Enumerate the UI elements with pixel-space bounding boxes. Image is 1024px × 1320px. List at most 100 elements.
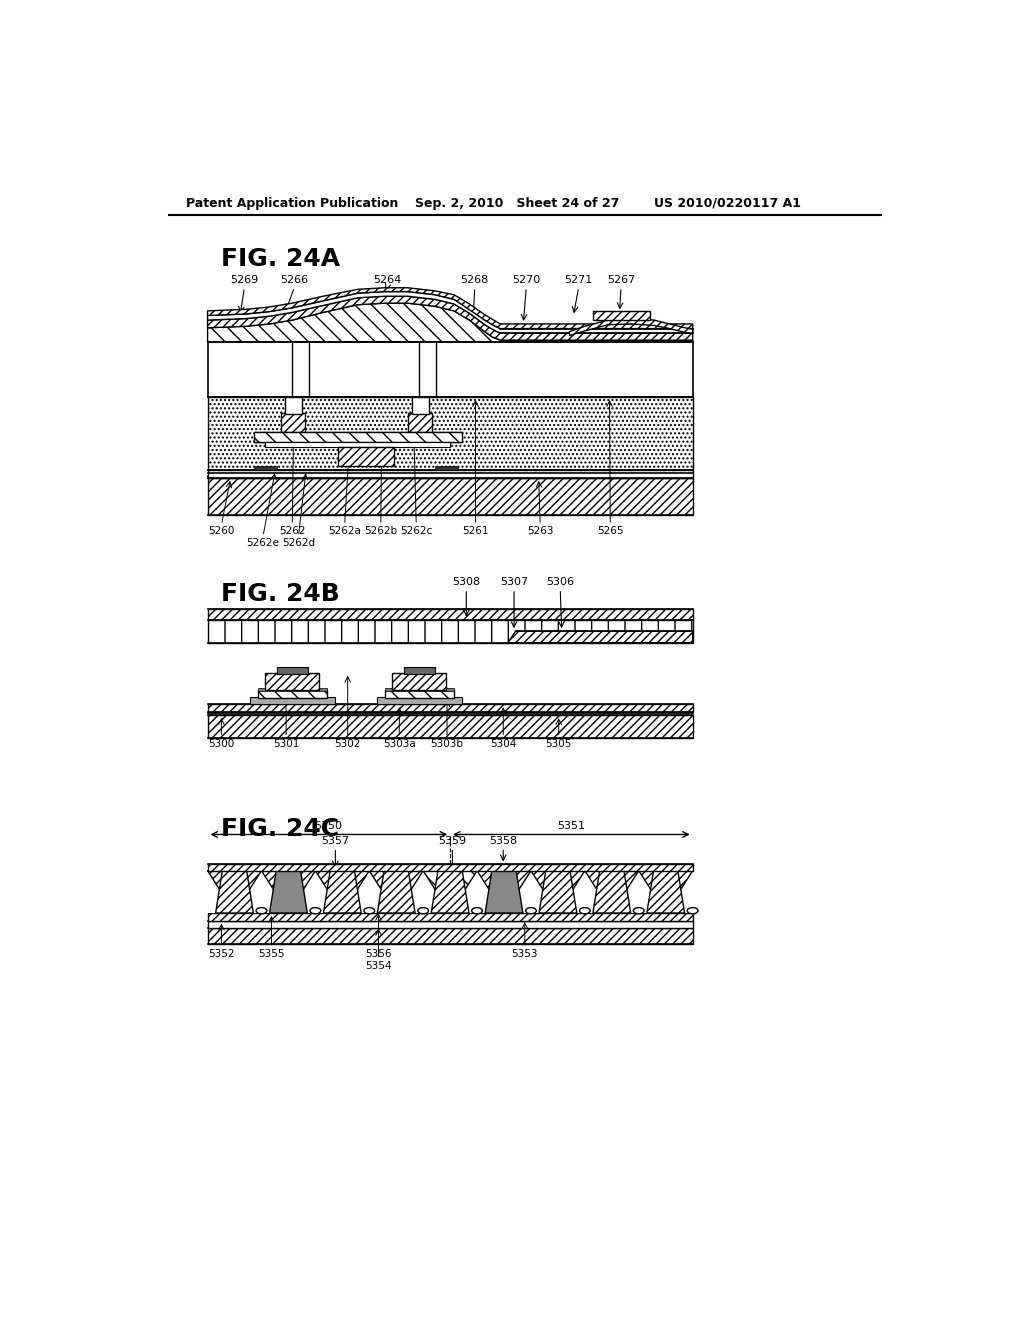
Polygon shape <box>431 871 469 913</box>
Bar <box>258 688 327 692</box>
Text: 5271: 5271 <box>564 276 593 285</box>
Ellipse shape <box>472 908 482 913</box>
Polygon shape <box>585 871 639 913</box>
Polygon shape <box>208 296 692 341</box>
Text: 5303b: 5303b <box>430 739 464 748</box>
Ellipse shape <box>580 908 590 913</box>
Text: 5262: 5262 <box>279 527 305 536</box>
Text: 5262b: 5262b <box>365 527 397 536</box>
Text: 5262a: 5262a <box>328 527 361 536</box>
Polygon shape <box>208 304 692 342</box>
Polygon shape <box>269 871 307 913</box>
Polygon shape <box>324 871 361 913</box>
Bar <box>208 921 692 928</box>
Bar <box>392 673 446 689</box>
Bar <box>250 697 335 705</box>
Bar <box>385 688 454 692</box>
Bar <box>412 397 429 414</box>
Text: 5262e: 5262e <box>247 539 280 548</box>
Polygon shape <box>208 292 692 333</box>
Bar <box>208 865 692 871</box>
Text: 5352: 5352 <box>208 949 234 960</box>
Polygon shape <box>261 871 315 913</box>
Bar <box>208 715 692 738</box>
Text: US 2010/0220117 A1: US 2010/0220117 A1 <box>654 197 801 210</box>
Bar <box>208 928 692 944</box>
Polygon shape <box>370 871 423 913</box>
Bar <box>403 667 435 675</box>
Polygon shape <box>485 871 523 913</box>
Bar <box>265 442 451 447</box>
Bar <box>208 913 692 921</box>
Ellipse shape <box>256 908 267 913</box>
Bar <box>208 478 692 515</box>
Text: 5269: 5269 <box>230 276 259 285</box>
Bar <box>593 312 650 321</box>
Text: 5268: 5268 <box>461 276 488 285</box>
Text: 5305: 5305 <box>546 739 571 748</box>
Text: 5301: 5301 <box>273 739 299 748</box>
Polygon shape <box>508 631 692 643</box>
Text: 5359: 5359 <box>438 836 467 846</box>
Bar <box>408 412 432 432</box>
Polygon shape <box>208 871 261 913</box>
Polygon shape <box>216 871 253 913</box>
Text: FIG. 24A: FIG. 24A <box>221 247 341 271</box>
Bar <box>208 619 692 643</box>
Bar <box>339 447 394 466</box>
Polygon shape <box>569 318 692 335</box>
Text: 5303a: 5303a <box>383 739 416 748</box>
Ellipse shape <box>310 908 321 913</box>
Bar <box>208 705 692 711</box>
Text: 5260: 5260 <box>208 527 234 536</box>
Text: 5263: 5263 <box>527 527 553 536</box>
Text: 5306: 5306 <box>546 577 574 587</box>
Text: 5357: 5357 <box>322 836 349 846</box>
Text: 5270: 5270 <box>512 276 541 285</box>
Ellipse shape <box>687 908 698 913</box>
Text: 5304: 5304 <box>490 739 516 748</box>
Polygon shape <box>208 288 692 329</box>
Text: Patent Application Publication: Patent Application Publication <box>186 197 398 210</box>
Bar <box>265 673 319 689</box>
Text: 5265: 5265 <box>597 527 624 536</box>
Bar <box>208 470 692 478</box>
Text: 5262c: 5262c <box>400 527 432 536</box>
Bar <box>435 466 458 470</box>
Bar <box>377 697 462 705</box>
Bar <box>208 342 692 397</box>
Ellipse shape <box>418 908 429 913</box>
Text: 5300: 5300 <box>208 739 234 748</box>
Polygon shape <box>539 871 577 913</box>
Polygon shape <box>531 871 585 913</box>
Bar <box>281 412 305 432</box>
Text: 5308: 5308 <box>453 577 480 587</box>
Bar <box>285 397 301 414</box>
Ellipse shape <box>525 908 537 913</box>
Polygon shape <box>378 871 415 913</box>
Polygon shape <box>477 871 531 913</box>
Bar <box>276 667 307 675</box>
Text: 5353: 5353 <box>512 949 538 960</box>
Text: 5267: 5267 <box>607 276 635 285</box>
Bar <box>254 432 462 442</box>
Bar <box>208 609 692 619</box>
Text: 5350: 5350 <box>314 821 342 830</box>
Polygon shape <box>647 871 685 913</box>
Text: 5262d: 5262d <box>282 539 315 548</box>
Text: FIG. 24B: FIG. 24B <box>221 582 340 606</box>
Bar <box>208 871 692 913</box>
Text: 5307: 5307 <box>500 577 528 587</box>
Text: Sep. 2, 2010   Sheet 24 of 27: Sep. 2, 2010 Sheet 24 of 27 <box>416 197 620 210</box>
Text: 5261: 5261 <box>462 527 488 536</box>
Text: 5355: 5355 <box>258 949 285 960</box>
Text: 5354: 5354 <box>366 961 392 970</box>
Polygon shape <box>639 871 692 913</box>
Text: 5266: 5266 <box>281 276 308 285</box>
Text: FIG. 24C: FIG. 24C <box>221 817 340 841</box>
Bar <box>254 466 276 470</box>
Text: 5356: 5356 <box>366 949 392 960</box>
Polygon shape <box>593 871 631 913</box>
Polygon shape <box>315 871 370 913</box>
Ellipse shape <box>634 908 644 913</box>
